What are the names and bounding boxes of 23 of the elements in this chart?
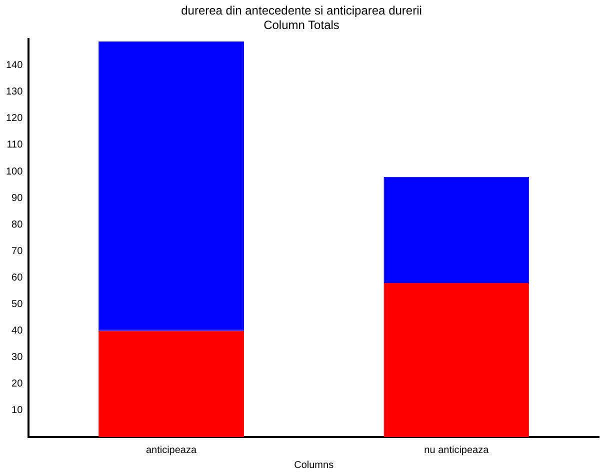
x-axis-title: Columns (294, 460, 334, 471)
bar (384, 283, 530, 437)
x-tick-label: anticipeaza (146, 444, 197, 456)
chart-subtitle: Column Totals (264, 18, 340, 32)
y-tick-label: 80 (12, 219, 24, 230)
y-tick-label: 40 (12, 326, 24, 337)
y-tick-label: 90 (12, 192, 24, 204)
y-tick-label: 20 (12, 378, 24, 390)
bar (384, 176, 530, 284)
bar (98, 41, 244, 331)
x-tick-label: nu anticipeaza (424, 444, 490, 456)
bar (98, 330, 244, 437)
y-tick-label: 130 (6, 86, 24, 98)
y-tick-label: 10 (12, 405, 24, 416)
y-tick-label: 30 (12, 352, 24, 364)
y-tick-label: 110 (6, 140, 24, 151)
y-tick-label: 120 (6, 113, 24, 124)
y-tick-label: 140 (6, 60, 24, 72)
y-tick-label: 100 (6, 166, 24, 178)
chart-title: durerea din antecedente si anticiparea durerii (181, 4, 422, 18)
y-tick-label: 70 (12, 246, 24, 257)
y-tick-label: 50 (12, 299, 24, 310)
y-tick-label: 60 (12, 272, 24, 284)
